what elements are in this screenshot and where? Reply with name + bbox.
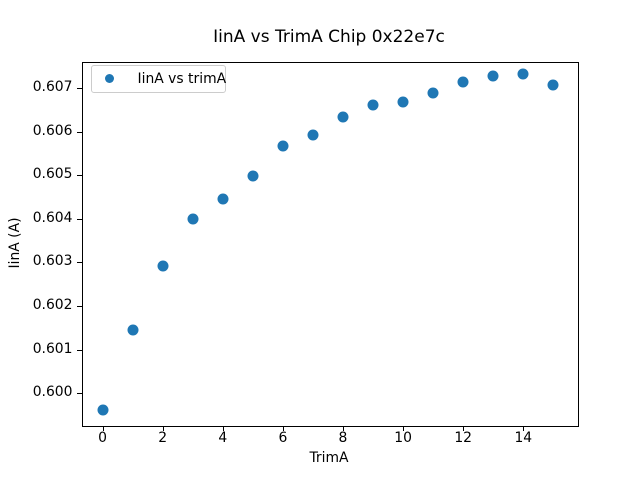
y-tick [76,306,82,307]
legend: IinA vs trimA [90,64,227,93]
x-tick-label: 8 [338,430,348,446]
scatter-point [487,70,499,82]
plot-area: IinA vs trimA [81,61,579,427]
x-tick [162,426,164,431]
y-tick-label: 0.602 [32,297,73,313]
y-tick-label: 0.601 [32,340,73,357]
x-tick-label: 4 [218,430,228,446]
scatter-point [277,140,289,152]
scatter-point [217,193,229,205]
y-tick-label: 0.605 [32,166,73,183]
scatter-point [247,170,259,182]
y-tick [76,218,82,220]
y-tick [76,393,82,395]
y-tick-label: 0.607 [32,79,73,96]
x-tick-label: 14 [514,430,533,446]
y-tick-label: 0.603 [32,253,73,270]
scatter-point [547,79,559,91]
y-tick [76,349,82,351]
x-tick-label: 0 [98,430,107,446]
y-tick [76,88,82,90]
scatter-point [517,68,529,80]
scatter-point [457,76,469,88]
scatter-point [367,99,379,111]
scatter-point [157,260,169,272]
x-tick [523,426,525,431]
x-tick [342,426,344,431]
y-tick [76,175,82,177]
x-tick-label: 6 [278,430,288,446]
scatter-point [307,129,319,141]
scatter-point [337,111,349,123]
circle-icon [105,74,114,83]
scatter-point [187,213,199,225]
x-tick [102,426,104,431]
y-tick-label: 0.600 [32,384,73,401]
x-tick [463,426,465,431]
x-tick-label: 2 [158,430,168,446]
x-tick-label: 10 [394,430,412,446]
x-axis-label: TrimA [309,450,349,466]
x-tick [222,426,224,431]
y-tick [76,262,82,264]
x-tick [282,426,284,431]
scatter-point [97,404,109,416]
scatter-point [397,96,409,108]
y-tick [76,131,82,133]
legend-label: IinA vs trimA [137,70,227,87]
scatter-point [127,324,139,336]
y-tick-label: 0.606 [32,122,73,139]
y-tick-label: 0.604 [32,209,73,226]
chart-title: IinA vs TrimA Chip 0x22e7c [213,27,445,47]
x-tick-label: 12 [454,430,473,446]
x-tick [403,426,405,431]
scatter-point [427,87,439,99]
